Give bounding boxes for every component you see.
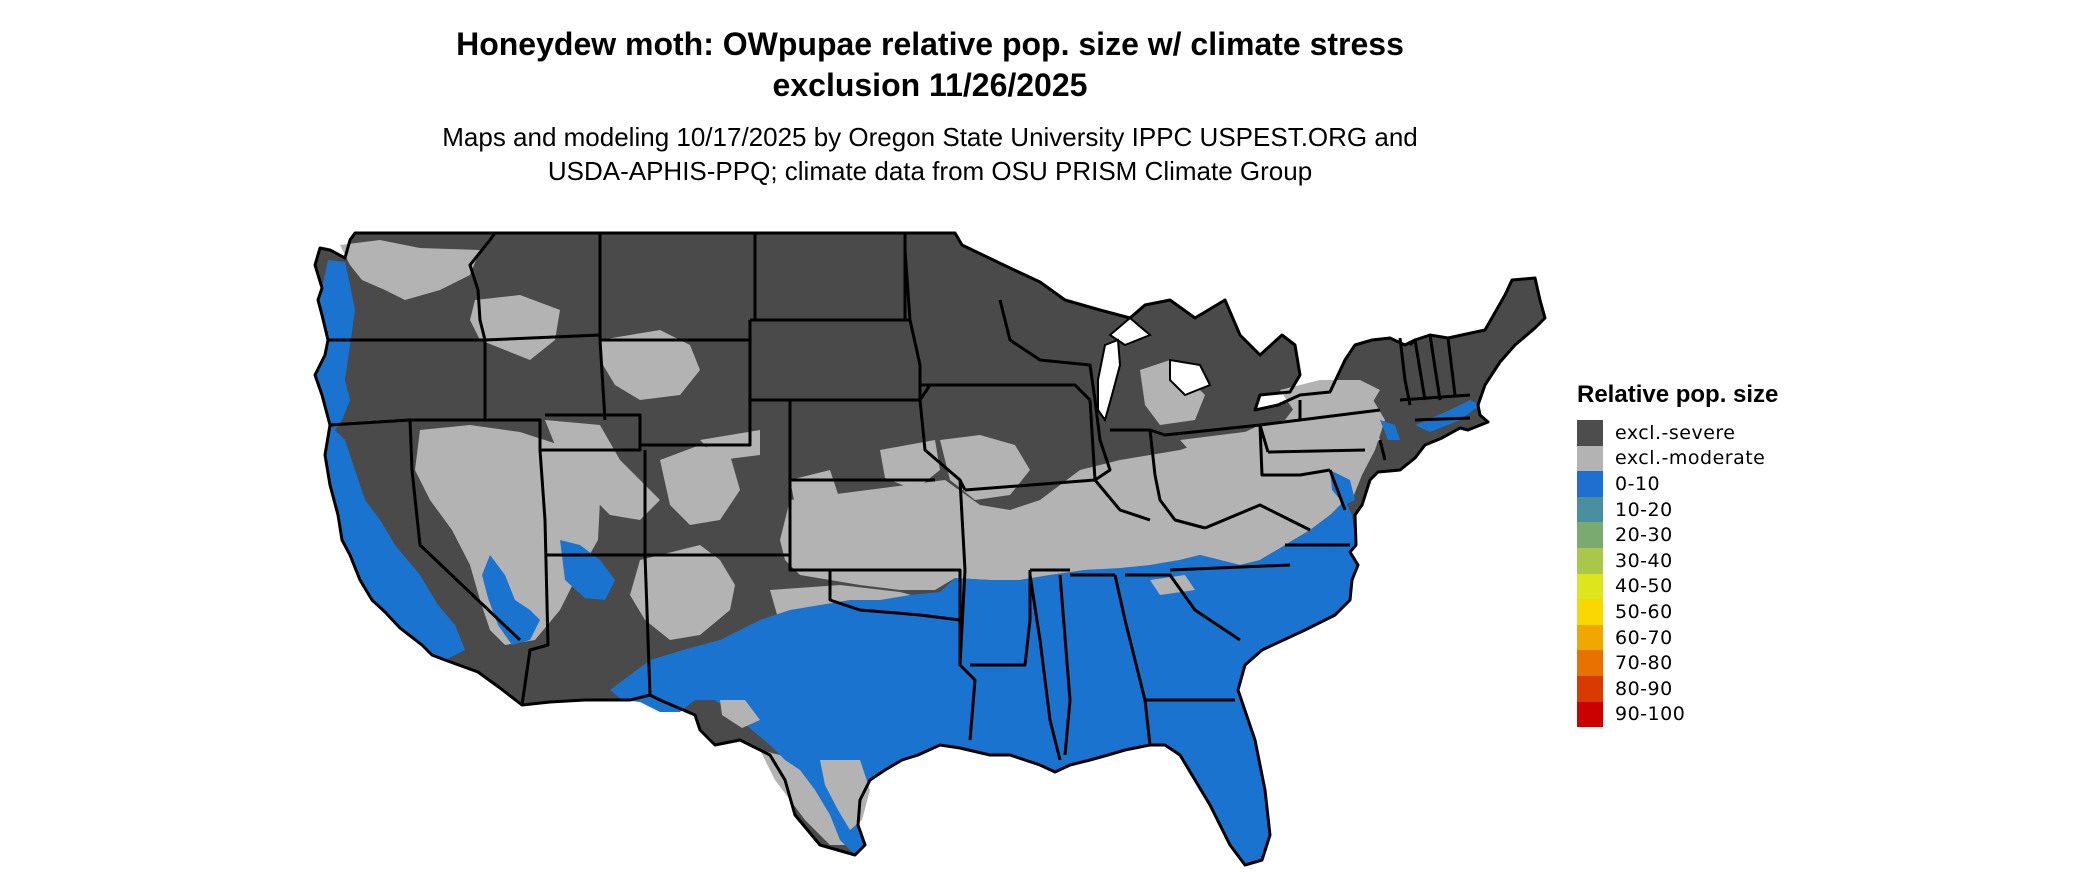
- legend-label: 20-30: [1615, 524, 1673, 547]
- legend-label: 50-60: [1615, 600, 1673, 623]
- legend-item-10-20: 10-20: [1577, 496, 1778, 523]
- legend-swatch: [1577, 496, 1603, 523]
- title-block: Honeydew moth: OWpupae relative pop. siz…: [320, 24, 1540, 188]
- legend-label: 30-40: [1615, 549, 1673, 572]
- legend-label: 0-10: [1615, 472, 1661, 495]
- legend-label: 70-80: [1615, 652, 1673, 675]
- legend-swatch: [1577, 675, 1603, 702]
- legend-swatch: [1577, 420, 1603, 446]
- state-borders: [313, 231, 1547, 867]
- legend-label: 80-90: [1615, 677, 1673, 700]
- map-title-line-1: Honeydew moth: OWpupae relative pop. siz…: [456, 26, 1404, 62]
- legend-label: 60-70: [1615, 626, 1673, 649]
- legend-swatch: [1577, 471, 1603, 497]
- legend-swatch: [1577, 701, 1603, 728]
- legend: Relative pop. size excl.-severe excl.-mo…: [1577, 380, 1779, 728]
- legend-swatch: [1577, 522, 1603, 548]
- map-title-line-2: exclusion 11/26/2025: [772, 67, 1088, 103]
- legend-label: 40-50: [1615, 575, 1673, 598]
- legend-swatch: [1577, 650, 1603, 676]
- legend-swatch: [1577, 599, 1603, 625]
- legend-item-excl-severe: excl.-severe: [1577, 420, 1778, 446]
- legend-item-60-70: 60-70: [1577, 624, 1778, 651]
- legend-label: 90-100: [1615, 703, 1686, 726]
- legend-title: Relative pop. size: [1577, 381, 1779, 408]
- map-subtitle: Maps and modeling 10/17/2025 by Oregon S…: [320, 120, 1540, 188]
- legend-item-90-100: 90-100: [1577, 701, 1778, 728]
- legend-items: excl.-severe excl.-moderate 0-10 10-20 2…: [1577, 420, 1778, 728]
- legend-item-70-80: 70-80: [1577, 650, 1778, 676]
- map-subtitle-line-1: Maps and modeling 10/17/2025 by Oregon S…: [442, 122, 1418, 152]
- legend-label: excl.-moderate: [1615, 447, 1766, 470]
- legend-item-50-60: 50-60: [1577, 599, 1778, 625]
- legend-swatch: [1577, 624, 1603, 651]
- map-title: Honeydew moth: OWpupae relative pop. siz…: [320, 24, 1540, 106]
- legend-item-80-90: 80-90: [1577, 675, 1778, 702]
- legend-item-40-50: 40-50: [1577, 573, 1778, 600]
- legend-swatch: [1577, 547, 1603, 574]
- legend-swatch: [1577, 445, 1603, 472]
- map-subtitle-line-2: USDA-APHIS-PPQ; climate data from OSU PR…: [547, 156, 1313, 186]
- great-lakes: [1097, 316, 1212, 423]
- legend-item-30-40: 30-40: [1577, 547, 1778, 574]
- legend-item-20-30: 20-30: [1577, 522, 1778, 548]
- legend-item-excl-moderate: excl.-moderate: [1577, 445, 1778, 472]
- legend-label: excl.-severe: [1615, 421, 1736, 444]
- legend-item-0-10: 0-10: [1577, 471, 1778, 497]
- legend-label: 10-20: [1615, 498, 1673, 521]
- legend-swatch: [1577, 573, 1603, 600]
